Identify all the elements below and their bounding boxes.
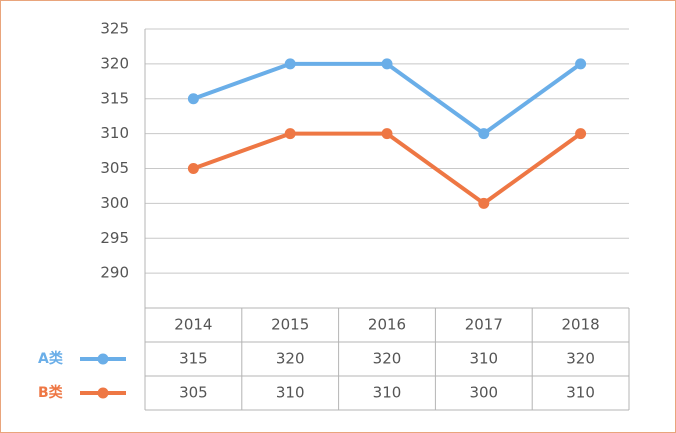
- x-tick-label: 2014: [174, 316, 212, 334]
- y-tick-label: 295: [100, 229, 129, 247]
- table-value: 320: [566, 350, 595, 368]
- legend-label: B类: [38, 384, 64, 401]
- point: [478, 128, 490, 140]
- point: [478, 197, 490, 209]
- legend-marker: [97, 387, 109, 399]
- y-tick-label: 290: [100, 264, 129, 282]
- table-value: 300: [469, 384, 498, 402]
- table-value: 320: [276, 350, 305, 368]
- y-tick-label: 310: [100, 124, 129, 142]
- point: [381, 58, 393, 70]
- legend-marker: [97, 353, 109, 365]
- y-tick-label: 305: [100, 159, 129, 177]
- y-tick-label: 325: [100, 20, 129, 38]
- legend-label: A类: [38, 350, 64, 367]
- x-tick-label: 2018: [562, 316, 600, 334]
- x-tick-label: 2015: [271, 316, 309, 334]
- table-value: 320: [373, 350, 402, 368]
- table-value: 315: [179, 350, 208, 368]
- y-tick-label: 320: [100, 54, 129, 72]
- point: [381, 128, 393, 140]
- table-value: 310: [276, 384, 305, 402]
- y-tick-label: 300: [100, 194, 129, 212]
- point: [187, 93, 199, 105]
- point: [284, 58, 296, 70]
- x-tick-label: 2017: [465, 316, 503, 334]
- x-tick-label: 2016: [368, 316, 406, 334]
- table-value: 305: [179, 384, 208, 402]
- table-value: 310: [373, 384, 402, 402]
- y-tick-label: 315: [100, 89, 129, 107]
- point: [575, 128, 587, 140]
- point: [284, 128, 296, 140]
- point: [575, 58, 587, 70]
- point: [187, 163, 199, 174]
- table-value: 310: [469, 350, 498, 368]
- table-value: 310: [566, 384, 595, 402]
